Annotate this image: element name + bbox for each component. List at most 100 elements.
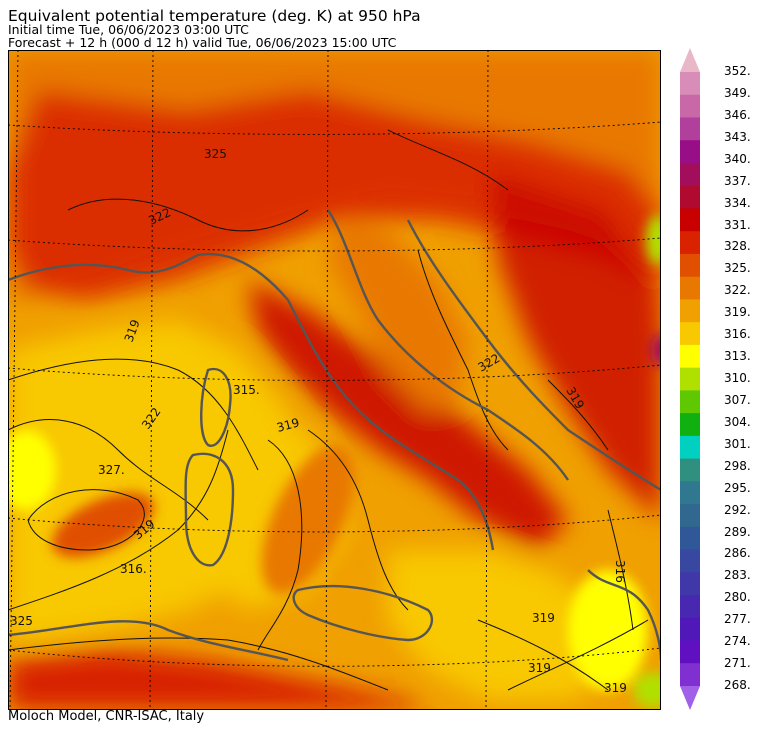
- graticule-meridian: [325, 50, 329, 710]
- colorbar-tick-label: 295.: [724, 480, 751, 495]
- magenta-patch-east: [651, 334, 661, 366]
- colorbar-band: [680, 549, 700, 573]
- map-frame: [8, 50, 661, 710]
- yellow-core-southeast: [568, 570, 648, 690]
- graticule-parallel: [8, 514, 661, 533]
- colorbar-tick-label: 349.: [724, 85, 751, 100]
- coastline-italy-east: [327, 209, 569, 481]
- colorbar-tick-label: 277.: [724, 612, 751, 627]
- field-apennines-red: [248, 280, 568, 550]
- colorbar-band: [680, 504, 700, 528]
- contour-label: 325: [10, 614, 33, 628]
- contour-line: [547, 379, 609, 451]
- colorbar-tick-label: 307.: [724, 392, 751, 407]
- contour-line: [67, 198, 309, 232]
- contour-line: [387, 129, 509, 191]
- colorbar-band: [680, 344, 700, 369]
- contour-label: 319: [604, 681, 627, 695]
- colorbar-band: [680, 458, 700, 482]
- colorbar-tick-label: 340.: [724, 151, 751, 166]
- colorbar-band: [680, 322, 700, 346]
- colorbar-tick-label: 271.: [724, 656, 751, 671]
- colorbar-band: [680, 72, 700, 96]
- graticule-meridian: [485, 50, 489, 710]
- contour-label: 316.: [120, 562, 147, 576]
- contour-line: [8, 637, 389, 691]
- contour-label: 319: [275, 415, 301, 434]
- colorbar-tick-label: 298.: [724, 458, 751, 473]
- colorbar-band: [680, 367, 700, 391]
- colorbar-band: [680, 435, 700, 460]
- field-north-red: [8, 90, 661, 300]
- colorbar-tick-label: 316.: [724, 327, 751, 342]
- colorbar-tick-label: 283.: [724, 568, 751, 583]
- contour-line: [307, 429, 409, 611]
- yellow-core-west: [8, 430, 56, 510]
- colorbar-tick-label: 310.: [724, 371, 751, 385]
- field-balkan-red: [488, 170, 661, 520]
- coastline-riviera: [8, 252, 289, 301]
- colorbar-tick-label: 328.: [724, 239, 751, 254]
- colorbar-band: [680, 617, 700, 642]
- colorbar-band: [680, 162, 700, 187]
- graticule-parallel: [8, 647, 661, 667]
- colorbar-tick-label: 331.: [724, 217, 751, 232]
- contour-line: [27, 489, 145, 551]
- contour-label: 325: [204, 147, 227, 161]
- colorbar-band: [680, 94, 700, 118]
- contour-label: 315.: [233, 383, 260, 397]
- contour-line: [417, 249, 509, 451]
- colorbar-band: [680, 140, 700, 164]
- colorbar-tick-label: 292.: [724, 502, 751, 517]
- contour-line: [477, 619, 609, 691]
- coastline-sardinia: [184, 452, 235, 567]
- graticule-parallel: [8, 121, 661, 135]
- colorbar-tick-label: 274.: [724, 634, 751, 649]
- green-patch-southeast: [633, 672, 661, 708]
- colorbar-band: [680, 185, 700, 209]
- contour-label: 319: [532, 611, 555, 625]
- colorbar-band: [680, 231, 700, 255]
- coastline-italy-west: [286, 299, 495, 551]
- coastline-sicily: [292, 584, 434, 642]
- colorbar-tick-label: 313.: [724, 349, 751, 364]
- contour-line: [8, 419, 209, 521]
- colorbar-tick-label: 337.: [724, 173, 751, 188]
- field-south-red: [8, 650, 428, 710]
- colorbar-band: [680, 640, 700, 664]
- colorbar-tick-label: 325.: [724, 261, 751, 276]
- colorbar-band: [680, 276, 700, 300]
- colorbar-band: [680, 481, 700, 505]
- green-patch-east: [646, 215, 661, 265]
- colorbar-band: [680, 663, 700, 687]
- forecast-valid-label: Forecast + 12 h (000 d 12 h) valid Tue, …: [8, 35, 397, 50]
- colorbar-band: [680, 253, 700, 278]
- contour-label: 319: [528, 661, 551, 675]
- colorbar-top-arrow: [680, 48, 700, 72]
- orange-core-center: [261, 446, 355, 594]
- colorbar-band: [680, 117, 700, 141]
- colorbar-tick-label: 304.: [724, 414, 751, 429]
- colorbar-tick-label: 301.: [724, 436, 751, 451]
- graticule-meridian: [149, 50, 154, 710]
- colorbar-band: [680, 572, 700, 596]
- colorbar-tick-label: 268.: [724, 678, 751, 692]
- contour-line: [8, 358, 259, 471]
- colorbar-tick-label: 286.: [724, 546, 751, 561]
- contour-label: 316: [613, 560, 627, 583]
- coastline-corsica: [200, 367, 232, 447]
- chart-title: Equivalent potential temperature (deg. K…: [8, 7, 421, 25]
- colorbar-tick-label: 322.: [724, 283, 751, 298]
- colorbar-tick-label: 346.: [724, 107, 751, 122]
- colorbar-tick-label: 343.: [724, 129, 751, 144]
- contour-line: [257, 439, 303, 651]
- graticule-parallel: [8, 364, 661, 381]
- graticule-meridian: [9, 50, 19, 710]
- initial-time-label: Initial time Tue, 06/06/2023 03:00 UTC: [8, 22, 249, 37]
- colorbar-band: [680, 390, 700, 414]
- contour-label: 327.: [98, 463, 125, 477]
- colorbar-bottom-arrow: [680, 686, 700, 710]
- colorbar-tick-label: 280.: [724, 590, 751, 605]
- field-adriatic-orange: [328, 220, 468, 410]
- theta-e-map: 322 325 319 315. 319 327. 322 316. 319 3…: [8, 50, 661, 710]
